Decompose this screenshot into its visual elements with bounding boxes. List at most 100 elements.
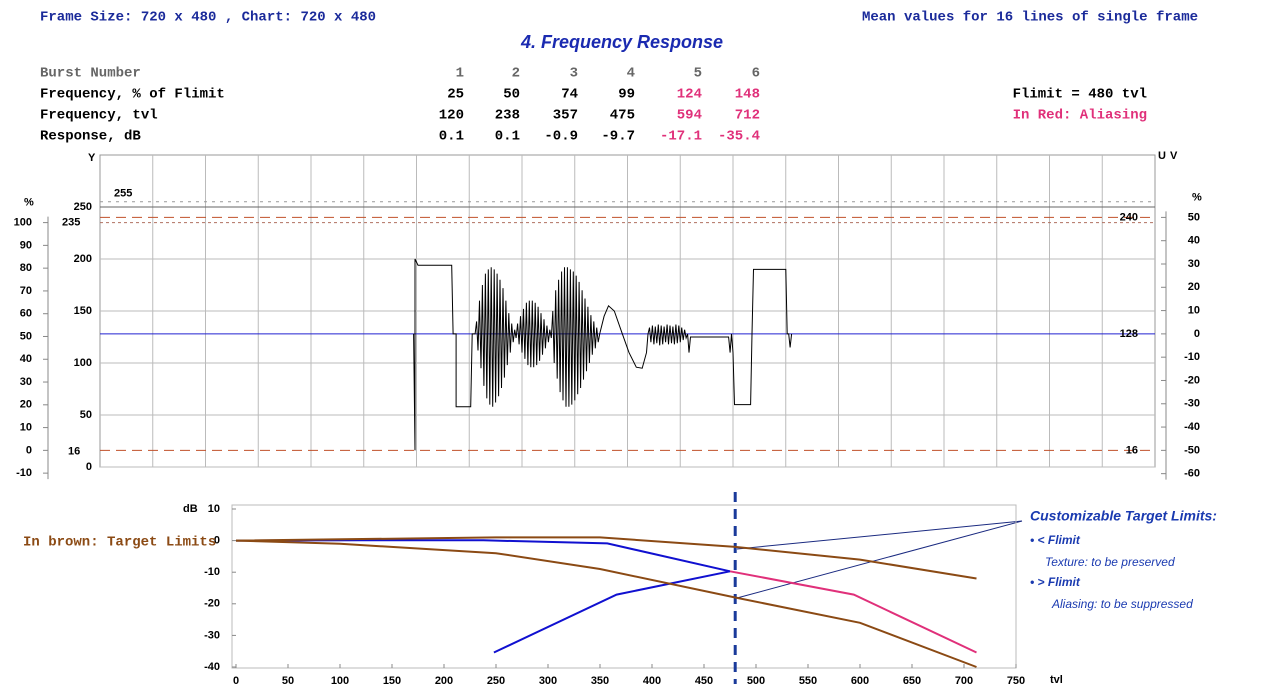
x-tick-label: 400 [643,675,661,686]
pct-tick-label: -50 [1184,444,1200,456]
pct-tick-label: 20 [20,399,32,411]
level-label: 235 [62,217,80,229]
pct-tick-label: 90 [20,239,32,251]
pct-tick-label: -20 [1184,374,1200,386]
response-line [235,536,977,580]
pct-tick-label: -60 [1184,468,1200,480]
flimit: Flimit = 480 tvl [1013,87,1147,103]
plot-frame [231,504,1017,669]
legend-entry: V [1170,150,1178,162]
cell: -35.4 [718,129,760,145]
cell: 4 [627,66,635,82]
annotation: Aliasing: to be suppressed [1051,597,1193,611]
pct-tick-label: 40 [1188,235,1200,247]
y-tick-label: 0 [86,461,92,473]
x-tick-label: 200 [435,675,453,686]
cell: 1 [456,66,464,82]
cell: 74 [561,87,578,103]
y-tick-label: 10 [208,503,220,515]
x-tick-label: 600 [851,675,869,686]
cell: 2 [512,66,520,82]
annotation: Texture: to be preserved [1045,555,1175,569]
y-label: Y [88,152,96,164]
x-tick-label: 500 [747,675,765,686]
level-label: 128 [1120,328,1138,340]
cell: 99 [618,87,635,103]
cell: 0.1 [439,129,464,145]
title: 4. Frequency Response [520,32,723,52]
waveform [413,258,793,451]
x-tick-label: 250 [487,675,505,686]
legend-entry: U [1158,150,1166,162]
x-tick-label: 350 [591,675,609,686]
mean-note: Mean values for 16 lines of single frame [862,10,1198,26]
annotation: • > Flimit [1030,575,1081,589]
pct-tick-label: -40 [1184,421,1200,433]
x-tick-label: 50 [282,675,294,686]
row-label: Frequency, % of Flimit [40,87,225,103]
pct-axis-label: % [1192,191,1202,203]
cell: -9.7 [601,129,635,145]
pct-tick-label: -10 [1184,351,1200,363]
x-tick-label: 0 [233,675,239,686]
y-tick-label: -30 [204,629,220,641]
cell: 25 [447,87,464,103]
pct-tick-label: -10 [16,467,32,479]
x-tick-label: 100 [331,675,349,686]
pct-axis-label: % [24,197,34,209]
pct-tick-label: 20 [1188,281,1200,293]
pct-tick-label: 0 [1194,328,1200,340]
y-tick-label: 200 [74,253,92,265]
annotation-arrows [736,520,1023,599]
cell: 50 [503,87,520,103]
cell: 148 [735,87,760,103]
cell: 475 [610,108,635,124]
cell: 357 [553,108,578,124]
pct-tick-label: 40 [20,353,32,365]
row-label: Burst Number [40,66,141,82]
pct-tick-label: 100 [14,217,32,229]
x-tick-label: 450 [695,675,713,686]
y-tick-label: 50 [80,409,92,421]
pct-tick-label: 50 [20,330,32,342]
pct-tick-label: 70 [20,285,32,297]
y-label: dB [183,503,198,515]
pct-tick-label: 80 [20,262,32,274]
cell: 5 [694,66,702,82]
note: In brown: Target Limits [23,535,216,551]
level-label: 16 [68,445,80,457]
y-tick-label: -40 [204,661,220,673]
annotation-title: Customizable Target Limits: [1030,508,1217,524]
cell: 0.1 [495,129,520,145]
cell: -17.1 [660,129,702,145]
response-line [235,539,977,668]
level-label: 240 [1120,211,1138,223]
x-label: tvl [1050,674,1063,686]
pct-tick-label: 0 [26,444,32,456]
cell: -0.9 [544,129,578,145]
cell: 594 [677,108,702,124]
pct-tick-label: 10 [1188,304,1200,316]
x-tick-label: 750 [1007,675,1025,686]
cell: 712 [735,108,760,124]
pct-tick-label: 60 [20,308,32,320]
annotation: • < Flimit [1030,533,1081,547]
response-line [729,570,977,654]
cell: 124 [677,87,702,103]
row-label: Frequency, tvl [40,108,158,124]
pct-tick-label: 50 [1188,211,1200,223]
cell: 238 [495,108,520,124]
x-tick-label: 300 [539,675,557,686]
response-line [493,570,731,654]
frame-size: Frame Size: 720 x 480 , Chart: 720 x 480 [40,10,376,26]
y-tick-label: 250 [74,201,92,213]
pct-tick-label: 30 [20,376,32,388]
y-tick-label: -10 [204,566,220,578]
level-label: 16 [1126,444,1138,456]
pct-tick-label: -30 [1184,398,1200,410]
cell: 120 [439,108,464,124]
pct-tick-label: 10 [20,421,32,433]
cell: 3 [570,66,578,82]
x-tick-label: 150 [383,675,401,686]
